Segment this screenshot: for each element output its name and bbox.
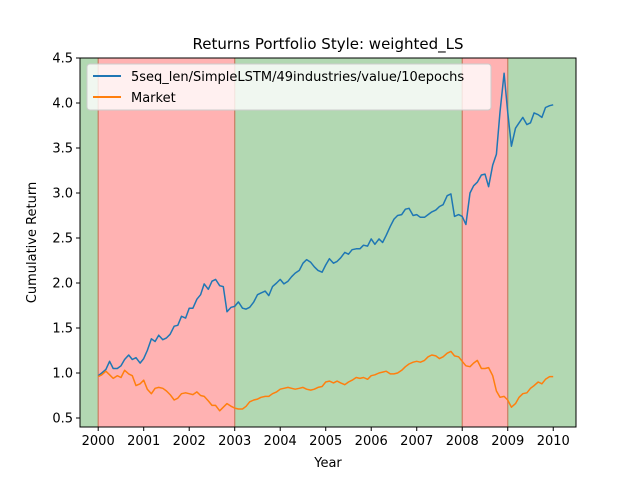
shaded-region-4 <box>507 58 576 427</box>
legend-label-strategy: 5seq_len/SimpleLSTM/49industries/value/1… <box>131 70 464 85</box>
y-tick-label: 4.0 <box>52 97 73 112</box>
y-tick-label: 2.0 <box>52 277 73 292</box>
y-axis-ticks: 0.5 1.0 1.5 2.0 2.5 3.0 3.5 4.0 4.5 <box>52 52 80 427</box>
x-tick-label: 2007 <box>400 434 433 449</box>
y-tick-label: 4.5 <box>52 52 73 67</box>
legend-box <box>86 63 492 111</box>
x-tick-label: 2010 <box>537 434 570 449</box>
shaded-region-2 <box>234 58 463 427</box>
legend: 5seq_len/SimpleLSTM/49industries/value/1… <box>86 63 492 111</box>
shaded-region-1 <box>98 58 235 427</box>
x-axis-label: Year <box>313 456 342 471</box>
y-axis-label: Cumulative Return <box>25 182 40 303</box>
x-tick-label: 2003 <box>218 434 251 449</box>
y-tick-label: 3.0 <box>52 187 73 202</box>
region-boundaries <box>97 58 509 427</box>
x-tick-label: 2002 <box>173 434 206 449</box>
y-tick-label: 1.0 <box>52 367 73 382</box>
x-tick-label: 2006 <box>355 434 388 449</box>
legend-label-market: Market <box>131 91 176 106</box>
x-tick-label: 2008 <box>446 434 479 449</box>
chart-title: Returns Portfolio Style: weighted_LS <box>192 35 463 54</box>
series-lines <box>97 72 554 412</box>
shaded-regions <box>80 58 576 427</box>
shaded-region-3 <box>462 58 508 427</box>
y-tick-label: 0.5 <box>52 412 73 427</box>
x-tick-label: 2005 <box>309 434 342 449</box>
series-line-1 <box>97 350 554 412</box>
x-tick-label: 2009 <box>491 434 524 449</box>
y-tick-label: 3.5 <box>52 142 73 157</box>
x-tick-label: 2001 <box>127 434 160 449</box>
x-axis-ticks: 2000 2001 2002 2003 2004 2005 2006 2007 2008 2009… <box>82 427 570 449</box>
x-tick-label: 2000 <box>82 434 115 449</box>
plot-frame <box>79 57 577 428</box>
x-tick-label: 2004 <box>264 434 297 449</box>
shaded-region-0 <box>80 58 99 427</box>
y-tick-label: 1.5 <box>52 322 73 337</box>
y-tick-label: 2.5 <box>52 232 73 247</box>
series-line-0 <box>97 72 554 377</box>
